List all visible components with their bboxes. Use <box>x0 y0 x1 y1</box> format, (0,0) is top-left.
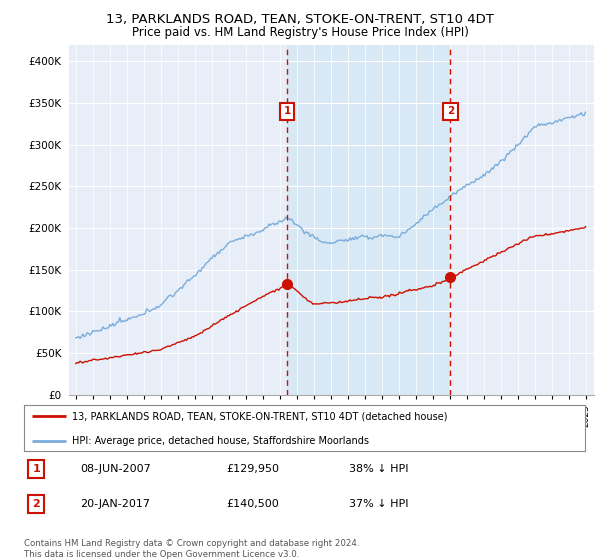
Text: 08-JUN-2007: 08-JUN-2007 <box>80 464 151 474</box>
Text: Price paid vs. HM Land Registry's House Price Index (HPI): Price paid vs. HM Land Registry's House … <box>131 26 469 39</box>
Text: 37% ↓ HPI: 37% ↓ HPI <box>349 499 409 509</box>
Text: HPI: Average price, detached house, Staffordshire Moorlands: HPI: Average price, detached house, Staf… <box>71 436 368 446</box>
Text: £140,500: £140,500 <box>226 499 279 509</box>
Text: Contains HM Land Registry data © Crown copyright and database right 2024.
This d: Contains HM Land Registry data © Crown c… <box>24 539 359 559</box>
Text: 2: 2 <box>32 499 40 509</box>
Text: 13, PARKLANDS ROAD, TEAN, STOKE-ON-TRENT, ST10 4DT: 13, PARKLANDS ROAD, TEAN, STOKE-ON-TRENT… <box>106 13 494 26</box>
Text: 1: 1 <box>32 464 40 474</box>
Text: 13, PARKLANDS ROAD, TEAN, STOKE-ON-TRENT, ST10 4DT (detached house): 13, PARKLANDS ROAD, TEAN, STOKE-ON-TRENT… <box>71 412 447 421</box>
Text: 1: 1 <box>284 106 291 116</box>
Text: 38% ↓ HPI: 38% ↓ HPI <box>349 464 409 474</box>
Bar <box>287 45 451 395</box>
Text: 2: 2 <box>447 106 454 116</box>
Text: £129,950: £129,950 <box>226 464 279 474</box>
Text: 20-JAN-2017: 20-JAN-2017 <box>80 499 150 509</box>
